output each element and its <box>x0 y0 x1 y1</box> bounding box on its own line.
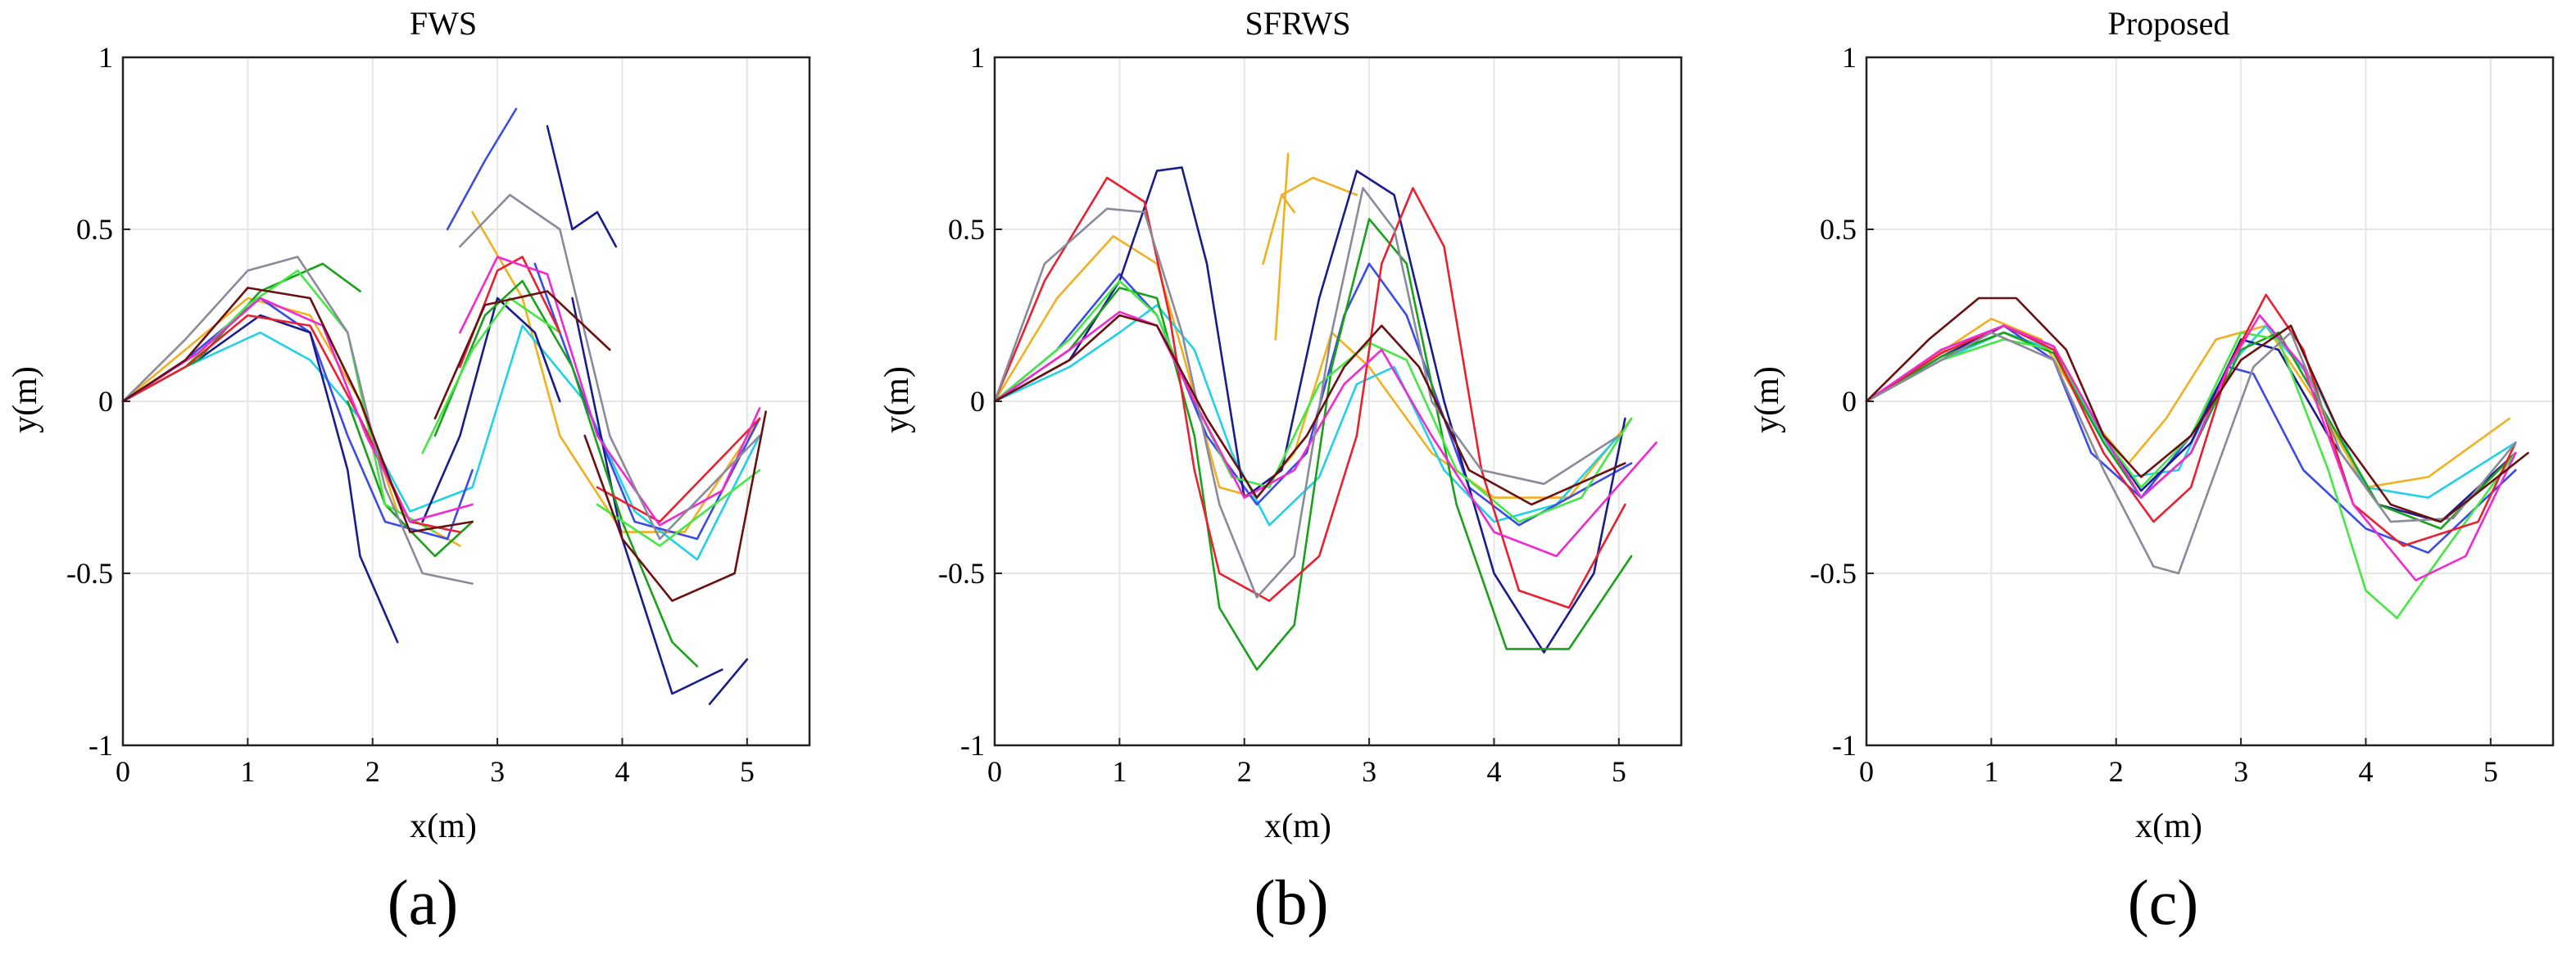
trace-orange <box>1274 152 1290 341</box>
x-tick-label: 3 <box>1362 755 1376 788</box>
x-axis-label: x(m) <box>410 808 477 845</box>
y-axis-label: y(m) <box>1748 366 1786 433</box>
series-group <box>1865 293 2529 619</box>
y-tick-label: -0.5 <box>938 557 985 590</box>
trace-gray <box>121 256 474 585</box>
y-tick-label: 0.5 <box>76 213 113 246</box>
trace-green <box>433 279 699 668</box>
trace-darkred <box>433 290 611 420</box>
x-tick-label: 1 <box>1984 755 1998 788</box>
series-group <box>993 152 1658 671</box>
y-tick-label: 1 <box>970 41 985 74</box>
panel-fws: FWS x(m) y(m) (a) 0 1 2 3 4 5 -1 -0.5 0 0.5 1 <box>7 5 811 938</box>
y-tick-label: -1 <box>1832 729 1857 762</box>
y-tick-label: 1 <box>98 41 113 74</box>
panel-sfrws: SFRWS x(m) y(m) (b) 0 1 2 3 4 5 -1 -0.5 0 0.5 1 <box>878 5 1683 938</box>
trace-darkred <box>993 314 1626 506</box>
y-tick-label: -1 <box>88 729 113 762</box>
trace-orange <box>1281 176 1358 197</box>
y-tick-label: -0.5 <box>1810 557 1857 590</box>
trace-magenta <box>459 256 761 527</box>
x-axis-label: x(m) <box>1264 808 1331 845</box>
trace-blue <box>533 262 761 541</box>
chart-title: Proposed <box>2108 5 2230 42</box>
x-tick-label: 4 <box>615 755 629 788</box>
x-tick-label: 1 <box>240 755 255 788</box>
trace-navy <box>708 658 749 705</box>
y-tick-label: 1 <box>1842 41 1857 74</box>
trace-magenta <box>993 310 1658 558</box>
trace-gray <box>459 193 761 541</box>
panel-label: (b) <box>1254 867 1329 938</box>
trace-red <box>993 176 1626 609</box>
y-tick-label: 0 <box>970 385 985 418</box>
x-tick-label: 0 <box>987 755 1002 788</box>
panel-proposed: Proposed x(m) y(m) (c) 0 1 2 3 4 5 -1 -0.5 0 0.5 1 <box>1748 5 2555 938</box>
y-axis-label: y(m) <box>7 366 44 433</box>
x-tick-label: 5 <box>2483 755 2498 788</box>
trace-darkred <box>583 410 767 602</box>
trace-navy <box>546 124 618 248</box>
x-tick-label: 2 <box>365 755 380 788</box>
trace-gray <box>993 187 1621 599</box>
trace-cyan <box>121 324 761 561</box>
chart-title: SFRWS <box>1245 5 1351 42</box>
x-axis-label: x(m) <box>2135 808 2202 845</box>
x-tick-label: 2 <box>1237 755 1252 788</box>
trace-magenta <box>1865 314 2517 582</box>
trace-cyan <box>993 304 1621 527</box>
trace-blue <box>446 107 518 231</box>
y-axis-label: y(m) <box>878 366 916 433</box>
x-tick-label: 0 <box>116 755 130 788</box>
trace-lime <box>596 468 761 547</box>
trace-navy <box>421 296 561 523</box>
trace-darkred <box>1865 296 2529 523</box>
trace-navy <box>993 166 1626 654</box>
x-tick-label: 3 <box>2234 755 2248 788</box>
trace-gray <box>1865 331 2517 575</box>
x-tick-label: 2 <box>2109 755 2124 788</box>
y-tick-label: 0 <box>1842 385 1857 418</box>
trace-blue <box>121 296 474 541</box>
y-tick-label: -0.5 <box>66 557 113 590</box>
x-tick-label: 4 <box>2358 755 2373 788</box>
trace-lime <box>993 279 1633 523</box>
trace-navy <box>571 296 723 695</box>
y-tick-label: -1 <box>960 729 985 762</box>
x-tick-label: 5 <box>1612 755 1626 788</box>
y-tick-label: 0 <box>98 385 113 418</box>
panel-label: (a) <box>388 867 459 938</box>
trace-red <box>596 417 761 523</box>
series-group <box>121 107 767 705</box>
x-tick-label: 4 <box>1486 755 1501 788</box>
y-tick-label: 0.5 <box>948 213 985 246</box>
x-tick-label: 1 <box>1112 755 1127 788</box>
x-tick-label: 5 <box>740 755 755 788</box>
x-tick-label: 0 <box>1859 755 1874 788</box>
trace-darkred <box>121 287 474 533</box>
trace-orange <box>471 210 761 533</box>
chart-title: FWS <box>410 5 477 42</box>
x-tick-label: 3 <box>490 755 505 788</box>
trace-lime <box>421 296 561 455</box>
y-tick-label: 0.5 <box>1820 213 1857 246</box>
panel-label: (c) <box>2128 867 2199 938</box>
